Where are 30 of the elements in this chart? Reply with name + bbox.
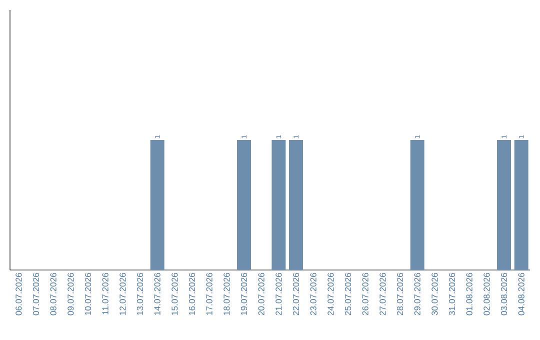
x-tick-label: 26.07.2026 [362, 272, 368, 316]
x-tick-label: 21.07.2026 [276, 272, 282, 316]
x-tick-label: 28.07.2026 [396, 272, 404, 316]
x-tick-label: 24.07.2026 [328, 272, 334, 316]
x-tick-label: 25.07.2026 [344, 272, 352, 316]
x-tick-label: 11.07.2026 [102, 272, 108, 314]
x-tick-label: 19.07.2026 [240, 272, 248, 315]
x-tick-label: 17.07.2026 [206, 272, 212, 315]
x-tick-label: 20.07.2026 [258, 272, 264, 316]
x-tick-label: 04.08.2026 [518, 272, 524, 316]
x-tick-label: 06.07.2026 [16, 272, 22, 316]
x-tick-label: 01.08.2026 [466, 272, 472, 316]
x-tick-label: 16.07.2026 [188, 272, 196, 315]
x-tick-label: 29.07.2026 [414, 272, 420, 316]
x-tick-label: 15.07.2026 [172, 272, 178, 315]
x-tick-label: 10.07.2026 [84, 272, 92, 315]
x-tick-label: 23.07.2026 [310, 272, 316, 316]
x-tick-label: 18.07.2026 [224, 272, 230, 315]
x-tick-label: 30.07.2026 [432, 272, 438, 316]
x-tick-label: 03.08.2026 [500, 272, 508, 316]
x-tick-label: 09.07.2026 [68, 272, 74, 316]
x-tick-label: 08.07.2026 [50, 272, 56, 316]
x-tick-label: 31.07.2026 [448, 272, 456, 316]
x-tick-label: 07.07.2026 [32, 272, 40, 316]
x-tick-label: 12.07.2026 [120, 272, 126, 315]
x-tick-label: 13.07.2026 [136, 272, 144, 315]
x-tick-label: 27.07.2026 [380, 272, 386, 316]
x-tick-label: 02.08.2026 [484, 272, 490, 316]
x-tick-label: 22.07.2026 [292, 272, 300, 316]
x-tick-label: 14.07.2026 [154, 272, 160, 315]
